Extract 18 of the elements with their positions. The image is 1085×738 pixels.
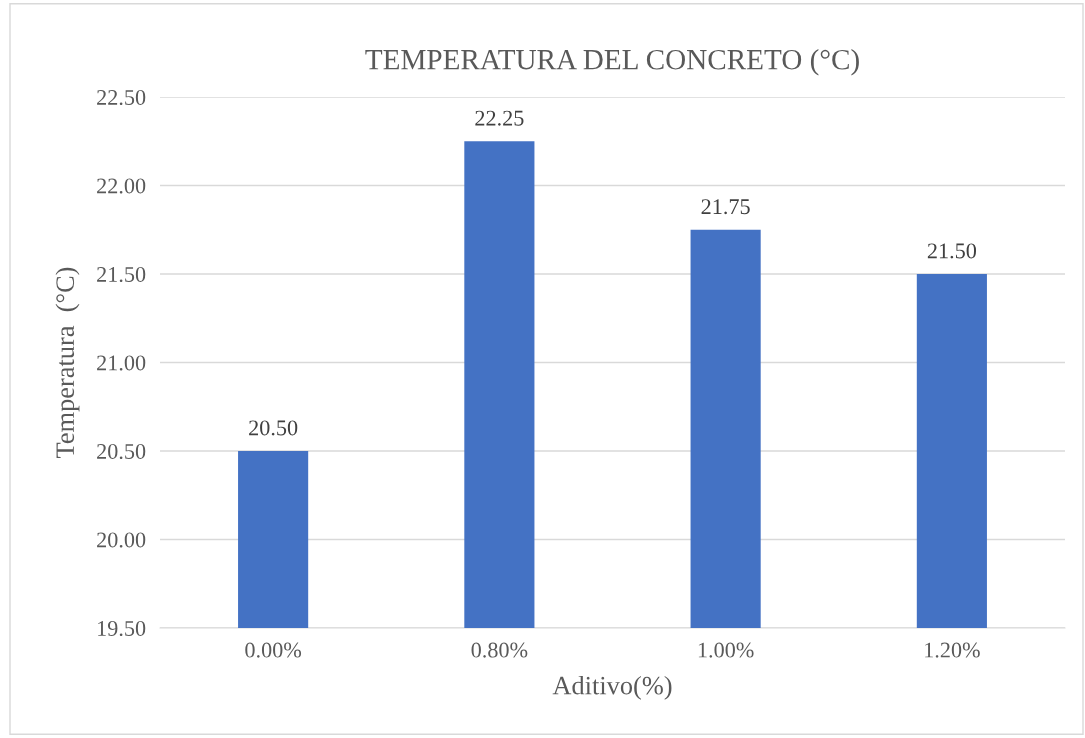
y-tick-label: 19.50	[98, 620, 146, 637]
x-tick-label: 1.20%	[925, 642, 980, 658]
y-axis-title: Temperatura (°C)	[55, 267, 80, 458]
y-tick-label: 22.50	[97, 89, 146, 106]
y-tick-label: 21.00	[97, 355, 146, 371]
data-label: 20.50	[249, 420, 298, 436]
data-label: 22.25	[475, 110, 524, 126]
y-tick-label: 22.00	[97, 178, 146, 194]
x-tick-label: 1.00%	[698, 642, 754, 658]
y-tick-label: 21.50	[97, 266, 146, 283]
y-tick-label: 20.00	[97, 532, 146, 548]
x-axis-title: Aditivo(%)	[552, 675, 672, 700]
x-tick-label: 0.00%	[245, 642, 302, 658]
y-tick-label: 20.50	[97, 443, 146, 460]
data-label: 21.75	[701, 199, 750, 215]
data-label: 21.50	[927, 243, 977, 259]
chart-title: TEMPERATURA DEL CONCRETO (°C)	[365, 48, 859, 76]
x-tick-label: 0.80%	[471, 642, 528, 658]
